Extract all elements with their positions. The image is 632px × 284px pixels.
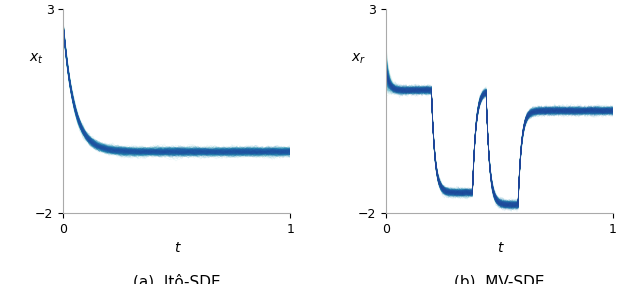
- X-axis label: t: t: [174, 241, 179, 255]
- Y-axis label: $x_t$: $x_t$: [28, 51, 43, 66]
- Text: (a)  Itô-SDE: (a) Itô-SDE: [133, 274, 221, 284]
- Text: (b)  MV-SDE: (b) MV-SDE: [454, 274, 545, 284]
- Y-axis label: $x_r$: $x_r$: [351, 51, 366, 66]
- X-axis label: t: t: [497, 241, 502, 255]
